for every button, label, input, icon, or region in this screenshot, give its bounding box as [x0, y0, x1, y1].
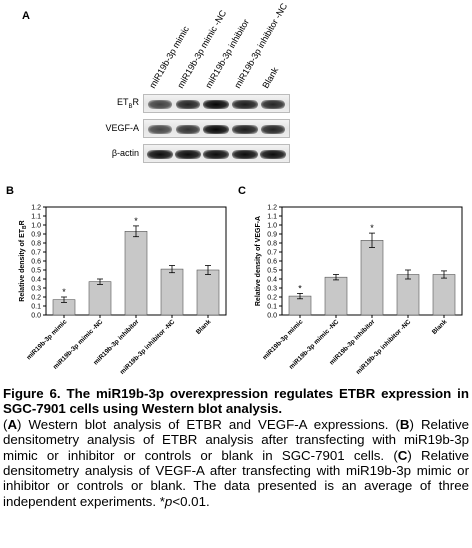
- lane-label: miR19b-3p inhibitor -NC: [232, 1, 290, 90]
- y-tick-label: 0.9: [267, 232, 277, 239]
- panel-a-letter: A: [22, 10, 30, 22]
- y-tick-label: 1.0: [267, 223, 277, 230]
- significance-mark: *: [370, 223, 374, 233]
- legend-b-letter: B: [399, 416, 410, 432]
- beta-actin-blot-strip: [143, 144, 290, 163]
- chart-c-vegfa-density: 0.0 0.1 0.2 0.3 0.4 0.5 0.6 0.7 0.8 0.9 1.0 1.1 1.2 R…: [255, 205, 463, 376]
- y-tick-label: 0.7: [31, 250, 41, 257]
- y-tick-label: 0.5: [267, 268, 277, 275]
- y-tick-label: 0.2: [267, 295, 277, 302]
- y-tick-label: 0.0: [31, 313, 41, 320]
- y-tick-label: 0.3: [31, 286, 41, 293]
- bar: [432, 274, 456, 316]
- y-axis-label-text: Relative density of ET: [19, 228, 26, 301]
- y-axis-label-tail: R: [19, 220, 26, 225]
- blot-band: [260, 150, 286, 159]
- bar: [324, 276, 348, 316]
- figure-title: Figure 6. The miR19b-3p overexpression r…: [3, 386, 469, 417]
- blot-band: [203, 100, 229, 109]
- y-tick-label: 0.1: [31, 304, 41, 311]
- lane-label: Blank: [260, 65, 281, 90]
- bar: [360, 239, 384, 316]
- blot-band: [148, 100, 172, 109]
- footnote-mark: *: [159, 493, 165, 509]
- y-tick-label: 0.1: [267, 304, 277, 311]
- western-blot-panel: A miR19b-3p mimic miR19b-3p mimic -NC miR1…: [0, 0, 472, 175]
- legend-c-letter: C: [397, 447, 408, 463]
- etbr-row-label: ETBR: [116, 97, 139, 110]
- panel-b-letter: B: [6, 185, 14, 197]
- chart-b-etbr-density: 0.0 0.1 0.2 0.3 0.4 0.5 0.6 0.7 0.8 0.9 1.0 1.1 1.2 R…: [19, 205, 227, 376]
- footnote-text: <0.01.: [172, 493, 210, 509]
- blot-band: [232, 125, 258, 134]
- category-label: Blank: [431, 318, 449, 336]
- vegfa-blot-strip: [143, 119, 290, 138]
- bar: [160, 268, 184, 316]
- y-tick-label: 0.6: [31, 259, 41, 266]
- blot-band: [175, 125, 201, 134]
- y-tick-label: 1.1: [31, 214, 41, 221]
- significance-mark: *: [134, 216, 138, 226]
- beta-actin-row-label: β-actin: [111, 148, 139, 158]
- y-tick-label: 1.2: [267, 205, 277, 212]
- bar: [124, 230, 148, 316]
- y-tick-label: 0.7: [267, 250, 277, 257]
- blot-band: [148, 125, 172, 134]
- significance-mark: *: [298, 283, 302, 293]
- figure-legend: (A) Western blot analysis of ETBR and VE…: [3, 416, 470, 509]
- bar: [396, 274, 420, 316]
- vegfa-row-label: VEGF-A: [105, 123, 139, 133]
- y-tick-label: 1.0: [31, 223, 41, 230]
- blot-band: [232, 150, 258, 159]
- y-tick-label: 0.9: [31, 232, 41, 239]
- legend-a-letter: A: [7, 416, 18, 432]
- panel-c-letter: C: [238, 185, 246, 197]
- y-tick-label: 0.3: [267, 286, 277, 293]
- y-axis-label-sub: B: [22, 225, 28, 229]
- y-axis-label-text: Relative density of VEGF-A: [255, 216, 262, 306]
- y-tick-label: 1.1: [267, 214, 277, 221]
- figure-caption: Figure 6. The miR19b-3p overexpression r…: [3, 386, 469, 509]
- category-label: Blank: [195, 318, 213, 336]
- blot-band: [260, 125, 286, 134]
- blot-band: [147, 150, 173, 159]
- bar: [88, 281, 112, 316]
- blot-band: [232, 100, 258, 109]
- significance-mark: *: [62, 287, 66, 297]
- y-axis-label: Relative density of VEGF-A: [255, 216, 262, 306]
- y-tick-label: 0.4: [31, 277, 41, 284]
- blot-band: [203, 125, 229, 134]
- y-tick-label: 0.0: [267, 313, 277, 320]
- y-tick-label: 0.6: [267, 259, 277, 266]
- legend-c-text: Relative densitometry analysis of VEGF-A…: [3, 447, 470, 509]
- y-tick-label: 0.2: [31, 295, 41, 302]
- bar: [196, 269, 220, 316]
- lane-label: miR19b-3p mimic -NC: [175, 8, 229, 91]
- y-axis-label: Relative density of ETBR: [19, 220, 28, 301]
- y-tick-label: 0.8: [267, 241, 277, 248]
- footnote-p: p: [164, 493, 173, 509]
- y-tick-label: 0.8: [31, 241, 41, 248]
- etbr-blot-strip: [143, 94, 290, 113]
- blot-band: [203, 150, 229, 159]
- legend-a-text: Western blot analysis of ETBR and VEGF-A…: [21, 416, 396, 432]
- y-tick-label: 0.4: [267, 277, 277, 284]
- y-tick-label: 0.5: [31, 268, 41, 275]
- blot-band: [175, 100, 201, 109]
- legend-b-text: Relative densitometry analysis of ETBR a…: [3, 416, 469, 463]
- blot-band: [260, 100, 286, 109]
- blot-band: [175, 150, 201, 159]
- y-tick-label: 1.2: [31, 205, 41, 212]
